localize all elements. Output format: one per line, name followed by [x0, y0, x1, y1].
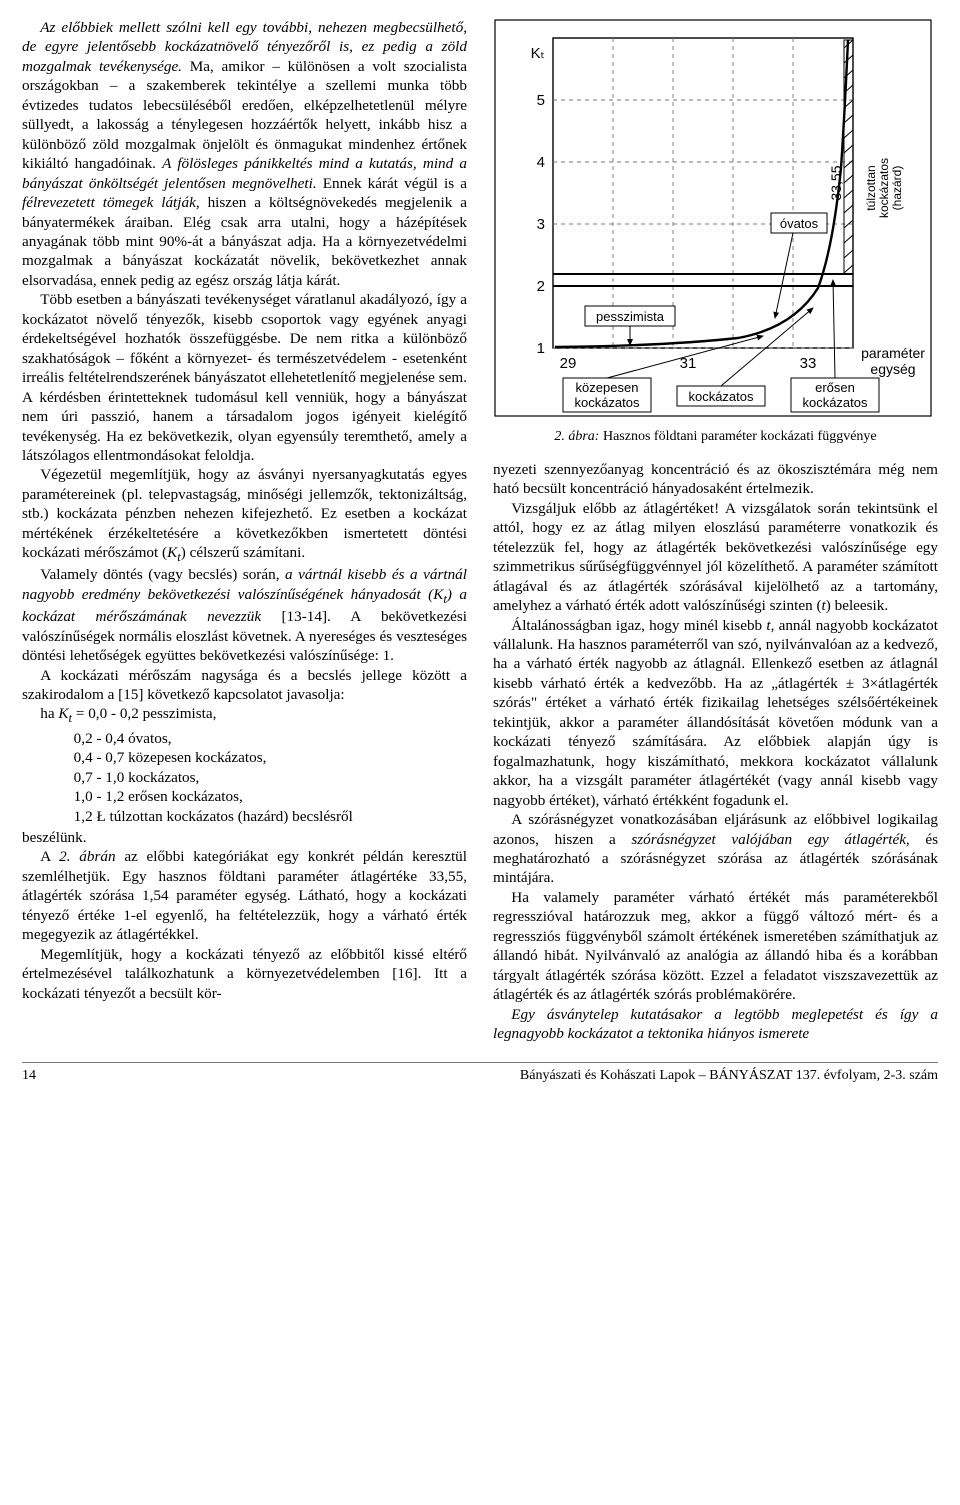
t: = 0,0 - 0,2 pesszimista, [72, 705, 216, 722]
xtick: 33 [800, 355, 817, 372]
para: A kockázati mérőszám nagysága és a becsl… [22, 666, 467, 705]
para: Általánosságban igaz, hogy minél kisebb … [493, 616, 938, 811]
ytick: 1 [537, 340, 545, 357]
xlabel: paraméter [861, 345, 925, 361]
var-k: K [58, 705, 68, 722]
lbl: kockázatos [688, 389, 754, 404]
ytick: 4 [537, 154, 545, 171]
cap-label: 2. ábra: [554, 429, 599, 444]
lbl: (hazárd) [890, 166, 904, 211]
list-item: 1,2 Ł túlzottan kockázatos (hazárd) becs… [22, 807, 467, 826]
journal-ref: Bányászati és Kohászati Lapok – BÁNYÁSZA… [520, 1067, 938, 1085]
t: Általánosságban igaz, hogy minél kisebb [511, 617, 766, 634]
t: túlzottan kockázatos (hazárd) becslésről [106, 808, 353, 825]
ytick: 5 [537, 92, 545, 109]
para: Ha valamely paraméter várható értékét má… [493, 888, 938, 1005]
xtick: 29 [560, 355, 577, 372]
para: Végezetül megemlítjük, hogy az ásványi n… [22, 465, 467, 565]
para: A 2. ábrán az előbbi kategóriákat egy ko… [22, 847, 467, 944]
t: Ł [96, 808, 105, 825]
para-text: Ennek kárát végül is a [317, 175, 467, 192]
lbl: közepesen [576, 380, 639, 395]
list-item: 0,7 - 1,0 kockázatos, [22, 768, 467, 787]
list-item: 0,4 - 0,7 közepesen kockázatos, [22, 748, 467, 767]
para: Megemlítjük, hogy a kockázati tényező az… [22, 945, 467, 1003]
page-number: 14 [22, 1067, 36, 1085]
lbl: kockázatos [877, 158, 891, 218]
t: , annál nagyobb kockázatot vállalunk. Ha… [493, 617, 938, 809]
it: szórásnégyzet valójában egy átlagérték, [631, 831, 909, 848]
para: Valamely döntés (vagy becslés) során, a … [22, 565, 467, 665]
value-label: 33,55 [828, 165, 844, 200]
risk-chart-svg: Kₜ 5 4 3 2 1 29 31 33 paraméter egység [493, 18, 933, 418]
para: nyezeti szennyezőanyag koncentráció és a… [493, 460, 938, 499]
para: A szórásnégyzet vonatkozásában eljárásun… [493, 810, 938, 888]
xlabel: egység [870, 361, 915, 377]
cap-text: Hasznos földtani paraméter kockázati füg… [599, 429, 876, 444]
lbl: kockázatos [574, 395, 640, 410]
it: Egy ásványtelep kutatásakor a legtöbb me… [493, 1006, 938, 1042]
ytick: 2 [537, 278, 545, 295]
para-italic: félrevezetett tömegek látják, [22, 194, 200, 211]
t: 1,2 [74, 808, 97, 825]
para: Vizsgáljuk előbb az átlagértéket! A vizs… [493, 499, 938, 616]
para: Több esetben a bányászati tevékenységet … [22, 290, 467, 465]
var-k: K [167, 544, 177, 561]
page-footer: 14 Bányászati és Kohászati Lapok – BÁNYÁ… [22, 1062, 938, 1085]
ref: 2. ábrán [59, 848, 115, 865]
para-text: ) célszerű számítani. [181, 544, 305, 561]
t: ha [40, 705, 58, 722]
list-tail: beszélünk. [22, 828, 467, 847]
t: A [40, 848, 59, 865]
ylabel: Kₜ [531, 45, 545, 62]
list-item: 1,0 - 1,2 erősen kockázatos, [22, 787, 467, 806]
para: Egy ásványtelep kutatásakor a legtöbb me… [493, 1005, 938, 1044]
figure-2: Kₜ 5 4 3 2 1 29 31 33 paraméter egység [493, 18, 938, 446]
para-text: Valamely döntés (vagy becslés) során, [40, 566, 285, 583]
list-head: ha Kt = 0,0 - 0,2 pesszimista, [22, 704, 467, 726]
lbl: kockázatos [802, 395, 868, 410]
lbl: óvatos [780, 216, 819, 231]
lbl: pesszimista [596, 309, 665, 324]
t: ) beleesik. [826, 597, 888, 614]
ytick: 3 [537, 216, 545, 233]
list-item: 0,2 - 0,4 óvatos, [22, 729, 467, 748]
lbl: túlzottan [864, 165, 878, 210]
lbl: erősen [815, 380, 855, 395]
text-columns: Az előbbiek mellett szólni kell egy tová… [22, 18, 938, 1044]
risk-list: 0,2 - 0,4 óvatos, 0,4 - 0,7 közepesen ko… [22, 729, 467, 826]
para: Az előbbiek mellett szólni kell egy tová… [22, 18, 467, 290]
figure-caption: 2. ábra: Hasznos földtani paraméter kock… [493, 428, 938, 446]
